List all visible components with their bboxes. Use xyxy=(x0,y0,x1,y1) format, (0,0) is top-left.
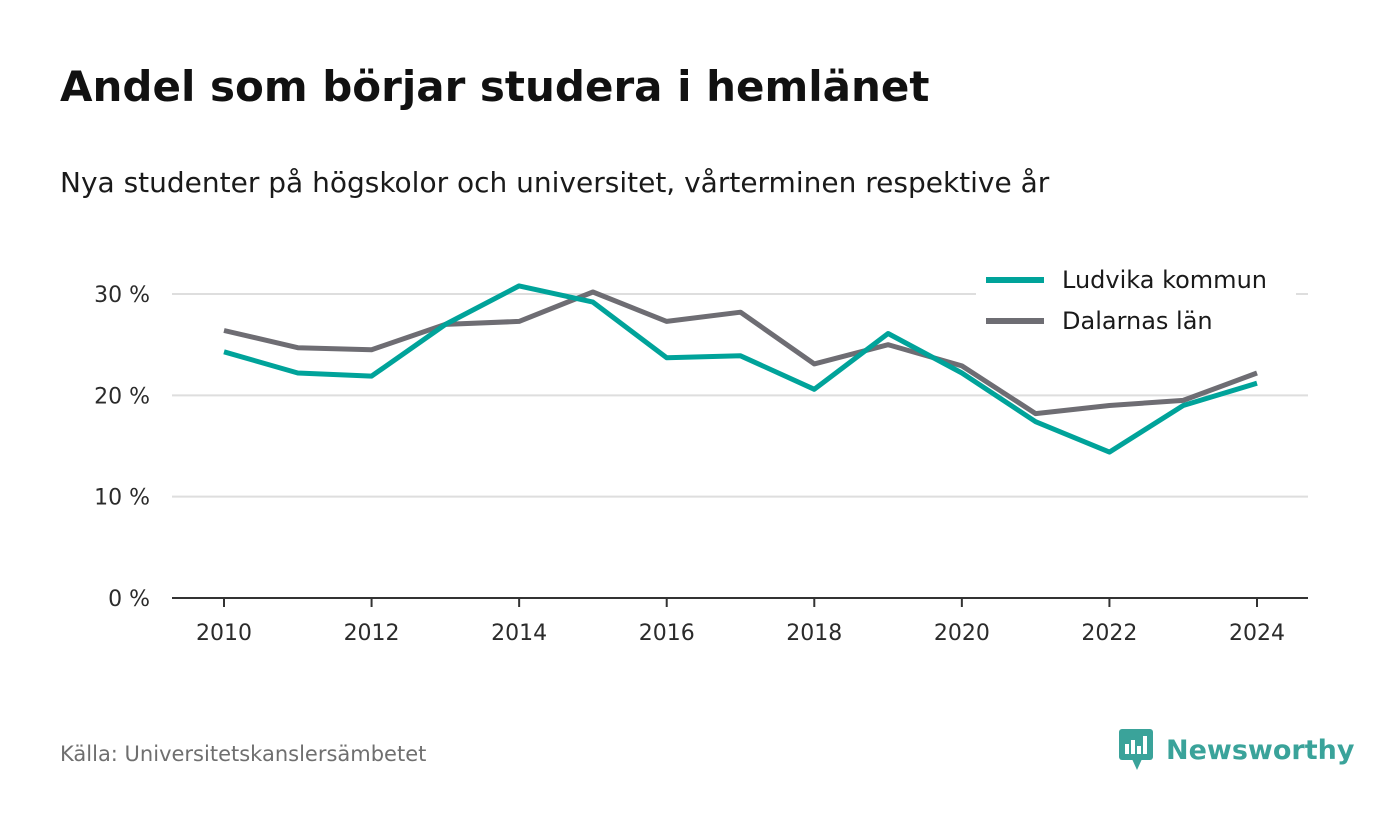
x-tick-label: 2010 xyxy=(196,621,252,646)
x-tick-label: 2024 xyxy=(1229,621,1285,646)
x-tick-label: 2016 xyxy=(639,621,695,646)
newsworthy-logo-icon xyxy=(1119,729,1153,770)
y-tick-label: 0 % xyxy=(108,587,150,612)
brand[interactable]: Newsworthy xyxy=(1118,728,1354,772)
source-note: Källa: Universitetskanslersämbetet xyxy=(60,742,427,766)
legend: Ludvika kommun Dalarnas län xyxy=(976,262,1296,344)
x-axis: 2010 2012 2014 2016 2018 2020 2022 2024 xyxy=(172,597,1308,646)
chart-subtitle: Nya studenter på högskolor och universit… xyxy=(60,166,1050,199)
series-line-dalarnas-lan xyxy=(223,289,1258,417)
chart-title: Andel som börjar studera i hemlänet xyxy=(60,62,930,111)
y-axis-tick-labels: 0 % 10 % 20 % 30 % xyxy=(94,283,150,612)
y-tick-label: 10 % xyxy=(94,486,150,511)
x-tick-label: 2018 xyxy=(786,621,842,646)
y-tick-label: 20 % xyxy=(94,384,150,409)
data-series xyxy=(223,283,1258,455)
x-tick-label: 2022 xyxy=(1081,621,1137,646)
x-tick-label: 2020 xyxy=(934,621,990,646)
y-tick-label: 30 % xyxy=(94,283,150,308)
brand-name: Newsworthy xyxy=(1166,734,1355,766)
legend-label: Ludvika kommun xyxy=(1062,266,1267,294)
x-tick-label: 2014 xyxy=(491,621,547,646)
legend-label: Dalarnas län xyxy=(1062,307,1213,335)
line-chart: 0 % 10 % 20 % 30 % 2010 2012 2014 2016 2018 2020… xyxy=(94,262,1308,646)
series-line-ludvika-kommun xyxy=(223,283,1258,455)
legend-background xyxy=(976,262,1296,344)
x-tick-label: 2012 xyxy=(344,621,400,646)
